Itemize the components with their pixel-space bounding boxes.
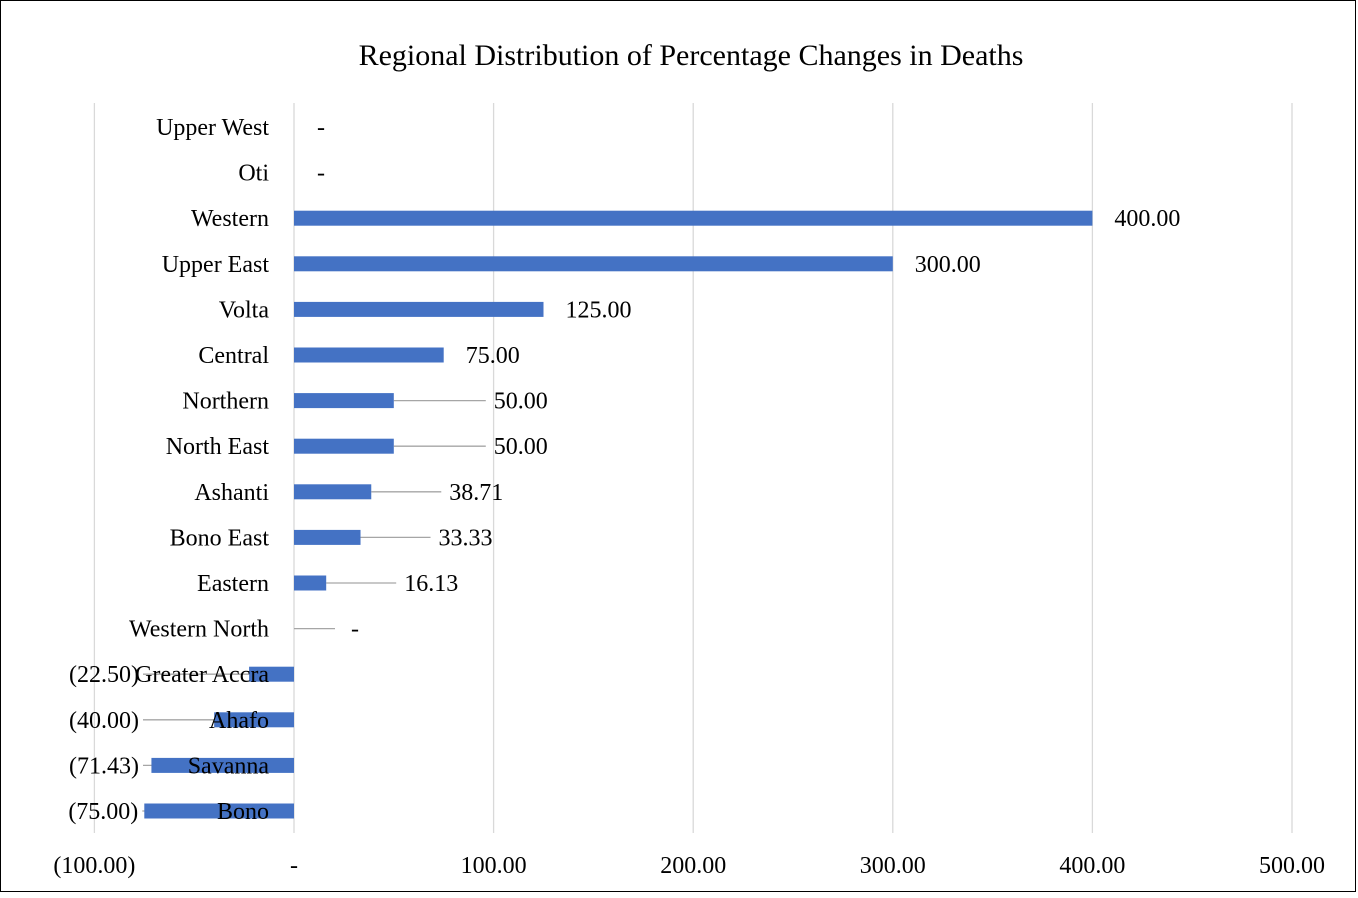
bar: [294, 393, 394, 409]
data-label: -: [317, 115, 325, 141]
x-tick-label: -: [290, 853, 298, 879]
category-label: North East: [166, 434, 270, 460]
x-tick-label: 100.00: [461, 853, 527, 879]
category-label: Bono East: [170, 525, 270, 551]
x-axis-tick-labels: (100.00) - 100.00 200.00 300.00 400.00 500.00: [53, 853, 1325, 879]
category-label: Volta: [219, 297, 270, 323]
category-label: Upper West: [156, 115, 269, 141]
bar: [294, 438, 394, 454]
bar: [294, 575, 327, 591]
category-label: Savanna: [188, 753, 270, 779]
data-label: (75.00): [68, 799, 138, 825]
data-label: -: [317, 161, 325, 187]
data-label: (22.50): [69, 662, 139, 688]
bar: [249, 666, 294, 682]
category-label: Western: [191, 206, 269, 232]
category-label: Bono: [217, 799, 269, 825]
category-label: Central: [198, 343, 269, 369]
bar: [294, 347, 444, 363]
category-label: Ahafo: [209, 708, 269, 734]
bar: [214, 712, 294, 728]
x-tick-label: (100.00): [53, 853, 135, 879]
bar: [294, 301, 544, 317]
chart-title: Regional Distribution of Percentage Chan…: [359, 39, 1024, 72]
data-label: 300.00: [915, 252, 981, 278]
bar: [294, 484, 372, 500]
bar: [294, 529, 361, 545]
data-label: (40.00): [69, 708, 139, 734]
category-labels: Upper West Oti Western Upper East Volta Centr…: [129, 115, 269, 825]
data-labels: - - 400.00 300.00 125.00 75.00 50.00 50.00 38.71…: [68, 115, 1180, 825]
category-label: Oti: [238, 161, 269, 187]
data-label: 50.00: [494, 389, 548, 415]
data-label: (71.43): [69, 753, 139, 779]
data-label: 38.71: [449, 480, 503, 506]
bar: [294, 210, 1093, 226]
data-label: 75.00: [466, 343, 520, 369]
data-label: 16.13: [404, 571, 458, 597]
x-tick-label: 200.00: [660, 853, 726, 879]
x-tick-label: 400.00: [1059, 853, 1125, 879]
bars: [144, 210, 1093, 819]
bar: [151, 757, 294, 773]
category-label: Northern: [182, 389, 269, 415]
category-label: Eastern: [197, 571, 269, 597]
category-label: Ashanti: [194, 480, 269, 506]
x-tick-label: 300.00: [860, 853, 926, 879]
data-label: 400.00: [1114, 206, 1180, 232]
bar: [144, 803, 294, 819]
data-label: -: [351, 617, 359, 643]
data-label: 125.00: [566, 297, 632, 323]
category-label: Upper East: [162, 252, 270, 278]
category-label: Greater Accra: [135, 662, 269, 688]
label-leader-lines: [142, 399, 486, 812]
x-tick-label: 500.00: [1259, 853, 1325, 879]
bar: [294, 256, 893, 272]
data-label: 33.33: [439, 525, 493, 551]
data-label: 50.00: [494, 434, 548, 460]
category-label: Western North: [129, 617, 269, 643]
